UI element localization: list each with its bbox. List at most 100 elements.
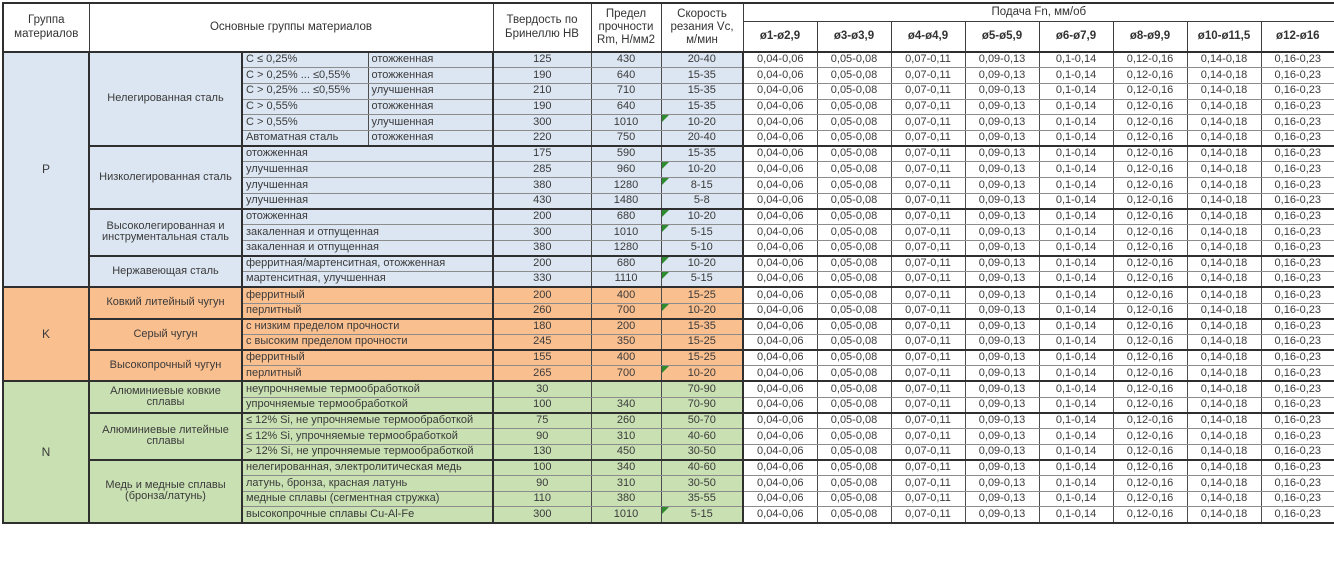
feed-value-cell: 0,12-0,16 — [1112, 317, 1188, 335]
feed-value-cell: 0,07-0,11 — [890, 98, 966, 116]
feed-value-cell: 0,04-0,06 — [742, 145, 818, 163]
cutting-speed-cell: 5-10 — [660, 239, 745, 257]
hardness-cell: 380 — [492, 239, 592, 257]
feed-value-cell: 0,04-0,06 — [742, 161, 818, 178]
hardness-cell: 200 — [492, 207, 592, 226]
material-condition-cell: улучшенная — [367, 114, 494, 131]
feed-value-cell: 0,16-0,23 — [1260, 396, 1334, 414]
feed-value-cell: 0,07-0,11 — [890, 82, 966, 100]
material-condition-cell: отожженная — [367, 51, 494, 69]
feed-value-cell: 0,07-0,11 — [890, 365, 966, 382]
feed-value-cell: 0,05-0,08 — [816, 380, 892, 398]
strength-cell: 1280 — [590, 177, 662, 194]
feed-value-cell: 0,14-0,18 — [1186, 506, 1262, 524]
feed-value-cell: 0,05-0,08 — [816, 396, 892, 414]
feed-value-cell: 0,05-0,08 — [816, 114, 892, 131]
material-family-cell: Нелегированная сталь — [88, 50, 243, 147]
feed-value-cell: 0,12-0,16 — [1112, 82, 1188, 100]
feed-value-cell: 0,14-0,18 — [1186, 192, 1262, 210]
feed-value-cell: 0,04-0,06 — [742, 380, 818, 398]
cutting-speed-cell: 15-35 — [660, 145, 745, 163]
strength-cell: 310 — [590, 428, 662, 445]
feed-value-cell: 0,09-0,13 — [964, 380, 1040, 398]
strength-cell: 1480 — [590, 192, 662, 210]
material-subtype-cell: улучшенная — [241, 161, 494, 178]
strength-cell: 200 — [590, 317, 662, 335]
material-family-cell: Нержавеющая сталь — [88, 254, 243, 288]
feed-value-cell: 0,1-0,14 — [1038, 98, 1114, 116]
feed-value-cell: 0,12-0,16 — [1112, 302, 1188, 320]
feed-value-cell: 0,1-0,14 — [1038, 224, 1114, 241]
feed-value-cell: 0,04-0,06 — [742, 67, 818, 84]
feed-value-cell: 0,09-0,13 — [964, 428, 1040, 445]
feed-value-cell: 0,04-0,06 — [742, 458, 818, 477]
feed-value-cell: 0,16-0,23 — [1260, 333, 1334, 351]
material-condition-cell: отожженная — [367, 98, 494, 116]
feed-value-cell: 0,04-0,06 — [742, 443, 818, 461]
header-diameter-range: ø8-ø9,9 — [1112, 20, 1188, 53]
note-triangle-icon — [662, 257, 669, 264]
cutting-speed-cell: 10-20 — [660, 114, 745, 131]
feed-value-cell: 0,1-0,14 — [1038, 490, 1114, 508]
feed-value-cell: 0,05-0,08 — [816, 82, 892, 100]
header-brinell-hardness: Твердость по Бринеллю HB — [492, 2, 592, 53]
hardness-cell: 200 — [492, 254, 592, 273]
table-row: Низколегированная сталь отожженная 175 590 1… — [3, 145, 1334, 210]
feed-value-cell: 0,05-0,08 — [816, 254, 892, 273]
header-tensile-strength: Предел прочности Rm, Н/мм2 — [590, 2, 662, 53]
feed-value-cell: 0,1-0,14 — [1038, 411, 1114, 429]
table-row: Высокопрочный чугун ферритный 155 400 15-25 0… — [3, 349, 1334, 382]
strength-cell: 310 — [590, 475, 662, 492]
header-material-group: Группа материалов — [2, 2, 90, 53]
feed-value-cell: 0,04-0,06 — [742, 271, 818, 288]
hardness-cell: 180 — [492, 317, 592, 335]
feed-value-cell: 0,09-0,13 — [964, 490, 1040, 508]
material-subtype-cell: отожженная — [241, 207, 494, 226]
cutting-speed-cell: 15-25 — [660, 349, 745, 367]
note-triangle-icon — [662, 507, 669, 515]
feed-value-cell: 0,09-0,13 — [964, 161, 1040, 178]
feed-value-cell: 0,14-0,18 — [1186, 411, 1262, 429]
hardness-cell: 200 — [492, 286, 592, 304]
strength-cell: 700 — [590, 365, 662, 382]
strength-cell — [590, 380, 662, 398]
feed-value-cell: 0,16-0,23 — [1260, 443, 1334, 461]
feed-value-cell: 0,1-0,14 — [1038, 145, 1114, 163]
feed-value-cell: 0,12-0,16 — [1112, 333, 1188, 351]
feed-value-cell: 0,16-0,23 — [1260, 207, 1334, 226]
feed-value-cell: 0,09-0,13 — [964, 254, 1040, 273]
hardness-cell: 75 — [492, 411, 592, 429]
hardness-cell: 260 — [492, 302, 592, 320]
hardness-cell: 300 — [492, 506, 592, 524]
feed-value-cell: 0,14-0,18 — [1186, 145, 1262, 163]
cutting-speed-cell: 8-15 — [660, 177, 745, 194]
feed-value-cell: 0,04-0,06 — [742, 475, 818, 492]
feed-value-cell: 0,05-0,08 — [816, 458, 892, 477]
header-diameter-range: ø1-ø2,9 — [742, 20, 818, 53]
feed-value-cell: 0,16-0,23 — [1260, 192, 1334, 210]
feed-value-cell: 0,1-0,14 — [1038, 317, 1114, 335]
feed-value-cell: 0,14-0,18 — [1186, 224, 1262, 241]
feed-value-cell: 0,04-0,06 — [742, 490, 818, 508]
table-row: C > 0,55% улучшенная 300 1010 10-20 0,04-0,06… — [3, 114, 1334, 131]
material-subtype-cell: перлитный — [241, 302, 494, 320]
feed-value-cell: 0,16-0,23 — [1260, 161, 1334, 178]
material-family-cell: Ковкий литейный чугун — [88, 286, 243, 320]
feed-value-cell: 0,14-0,18 — [1186, 333, 1262, 351]
feed-value-cell: 0,07-0,11 — [890, 177, 966, 194]
feed-value-cell: 0,05-0,08 — [816, 475, 892, 492]
feed-value-cell: 0,12-0,16 — [1112, 67, 1188, 84]
feed-value-cell: 0,04-0,06 — [742, 396, 818, 414]
strength-cell: 1280 — [590, 239, 662, 257]
feed-value-cell: 0,09-0,13 — [964, 396, 1040, 414]
feed-value-cell: 0,09-0,13 — [964, 207, 1040, 226]
feed-value-cell: 0,14-0,18 — [1186, 317, 1262, 335]
feed-value-cell: 0,1-0,14 — [1038, 506, 1114, 524]
feed-value-cell: 0,04-0,06 — [742, 254, 818, 273]
feed-value-cell: 0,16-0,23 — [1260, 380, 1334, 398]
feed-value-cell: 0,1-0,14 — [1038, 177, 1114, 194]
material-subtype-cell: упрочняемые термообработкой — [241, 396, 494, 414]
note-triangle-icon — [662, 115, 669, 123]
cutting-speed-cell: 70-90 — [660, 380, 745, 398]
hardness-cell: 90 — [492, 428, 592, 445]
